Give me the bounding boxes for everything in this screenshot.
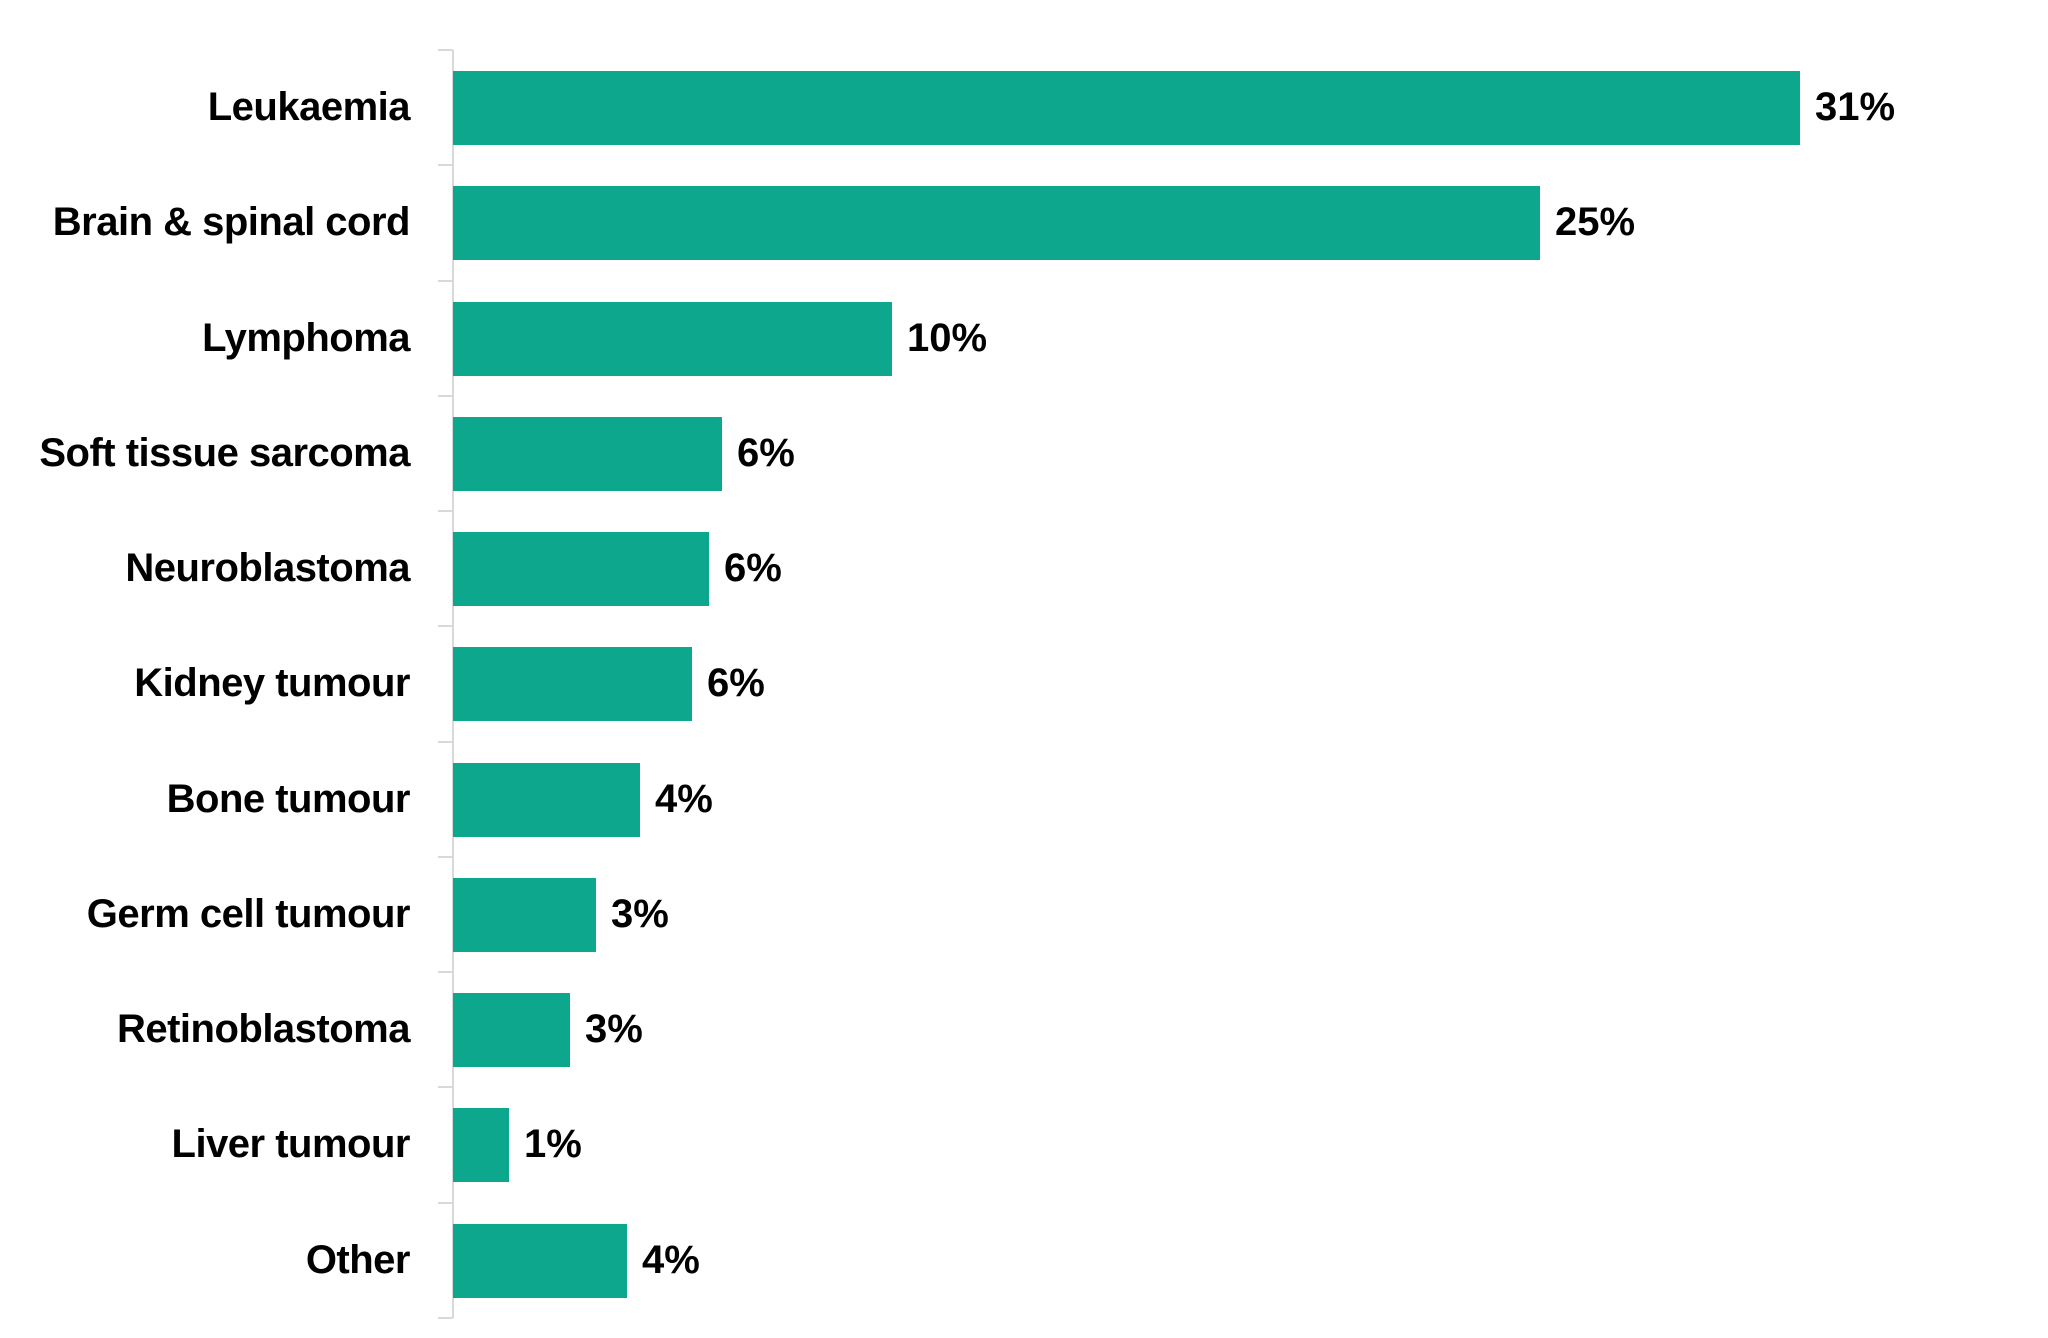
bar bbox=[453, 301, 892, 376]
value-label: 10% bbox=[907, 316, 988, 360]
value-label: 6% bbox=[724, 546, 782, 590]
bar bbox=[453, 70, 1800, 145]
y-axis-tick bbox=[438, 1317, 453, 1319]
bar bbox=[453, 646, 692, 721]
bar-row: Bone tumour 4% bbox=[0, 742, 2048, 857]
value-label: 6% bbox=[707, 661, 765, 705]
y-axis-tick bbox=[438, 395, 453, 397]
category-label: Neuroblastoma bbox=[125, 546, 410, 590]
category-label: Bone tumour bbox=[166, 777, 411, 821]
value-label: 3% bbox=[611, 892, 669, 936]
category-label: Kidney tumour bbox=[134, 661, 410, 705]
value-label: 3% bbox=[585, 1007, 643, 1051]
y-axis-tick bbox=[438, 280, 453, 282]
bar bbox=[453, 762, 640, 837]
category-label: Retinoblastoma bbox=[116, 1007, 411, 1051]
category-label: Liver tumour bbox=[171, 1122, 411, 1166]
bar bbox=[453, 877, 596, 952]
y-axis-tick bbox=[438, 510, 453, 512]
category-label: Leukaemia bbox=[207, 85, 411, 129]
category-label: Other bbox=[305, 1238, 411, 1282]
y-axis-tick bbox=[438, 856, 453, 858]
bar-row: Germ cell tumour 3% bbox=[0, 857, 2048, 972]
bar-row: Liver tumour 1% bbox=[0, 1087, 2048, 1202]
category-label: Soft tissue sarcoma bbox=[39, 431, 410, 475]
y-axis-tick bbox=[438, 164, 453, 166]
y-axis-tick bbox=[438, 625, 453, 627]
value-label: 1% bbox=[524, 1122, 582, 1166]
category-label: Lymphoma bbox=[202, 316, 410, 360]
y-axis-tick bbox=[438, 49, 453, 51]
bar bbox=[453, 992, 570, 1067]
y-axis-tick bbox=[438, 1202, 453, 1204]
bar bbox=[453, 185, 1540, 260]
bar bbox=[453, 416, 722, 491]
bar bbox=[453, 1223, 627, 1298]
y-axis-tick bbox=[438, 741, 453, 743]
value-label: 6% bbox=[737, 431, 795, 475]
bar-row: Brain & spinal cord 25% bbox=[0, 165, 2048, 280]
y-axis-tick bbox=[438, 1086, 453, 1088]
bar bbox=[453, 1107, 509, 1182]
bar-row: Lymphoma 10% bbox=[0, 281, 2048, 396]
value-label: 4% bbox=[642, 1238, 700, 1282]
bar-row: Other 4% bbox=[0, 1203, 2048, 1318]
bar bbox=[453, 531, 709, 606]
bar-row: Soft tissue sarcoma 6% bbox=[0, 396, 2048, 511]
bar-row: Leukaemia 31% bbox=[0, 50, 2048, 165]
bar-row: Kidney tumour 6% bbox=[0, 626, 2048, 741]
category-label: Germ cell tumour bbox=[86, 892, 411, 936]
value-label: 31% bbox=[1815, 85, 1896, 129]
category-label: Brain & spinal cord bbox=[52, 200, 411, 244]
value-label: 25% bbox=[1555, 200, 1636, 244]
bar-row: Neuroblastoma 6% bbox=[0, 511, 2048, 626]
bar-row: Retinoblastoma 3% bbox=[0, 972, 2048, 1087]
y-axis-tick bbox=[438, 971, 453, 973]
value-label: 4% bbox=[655, 777, 713, 821]
